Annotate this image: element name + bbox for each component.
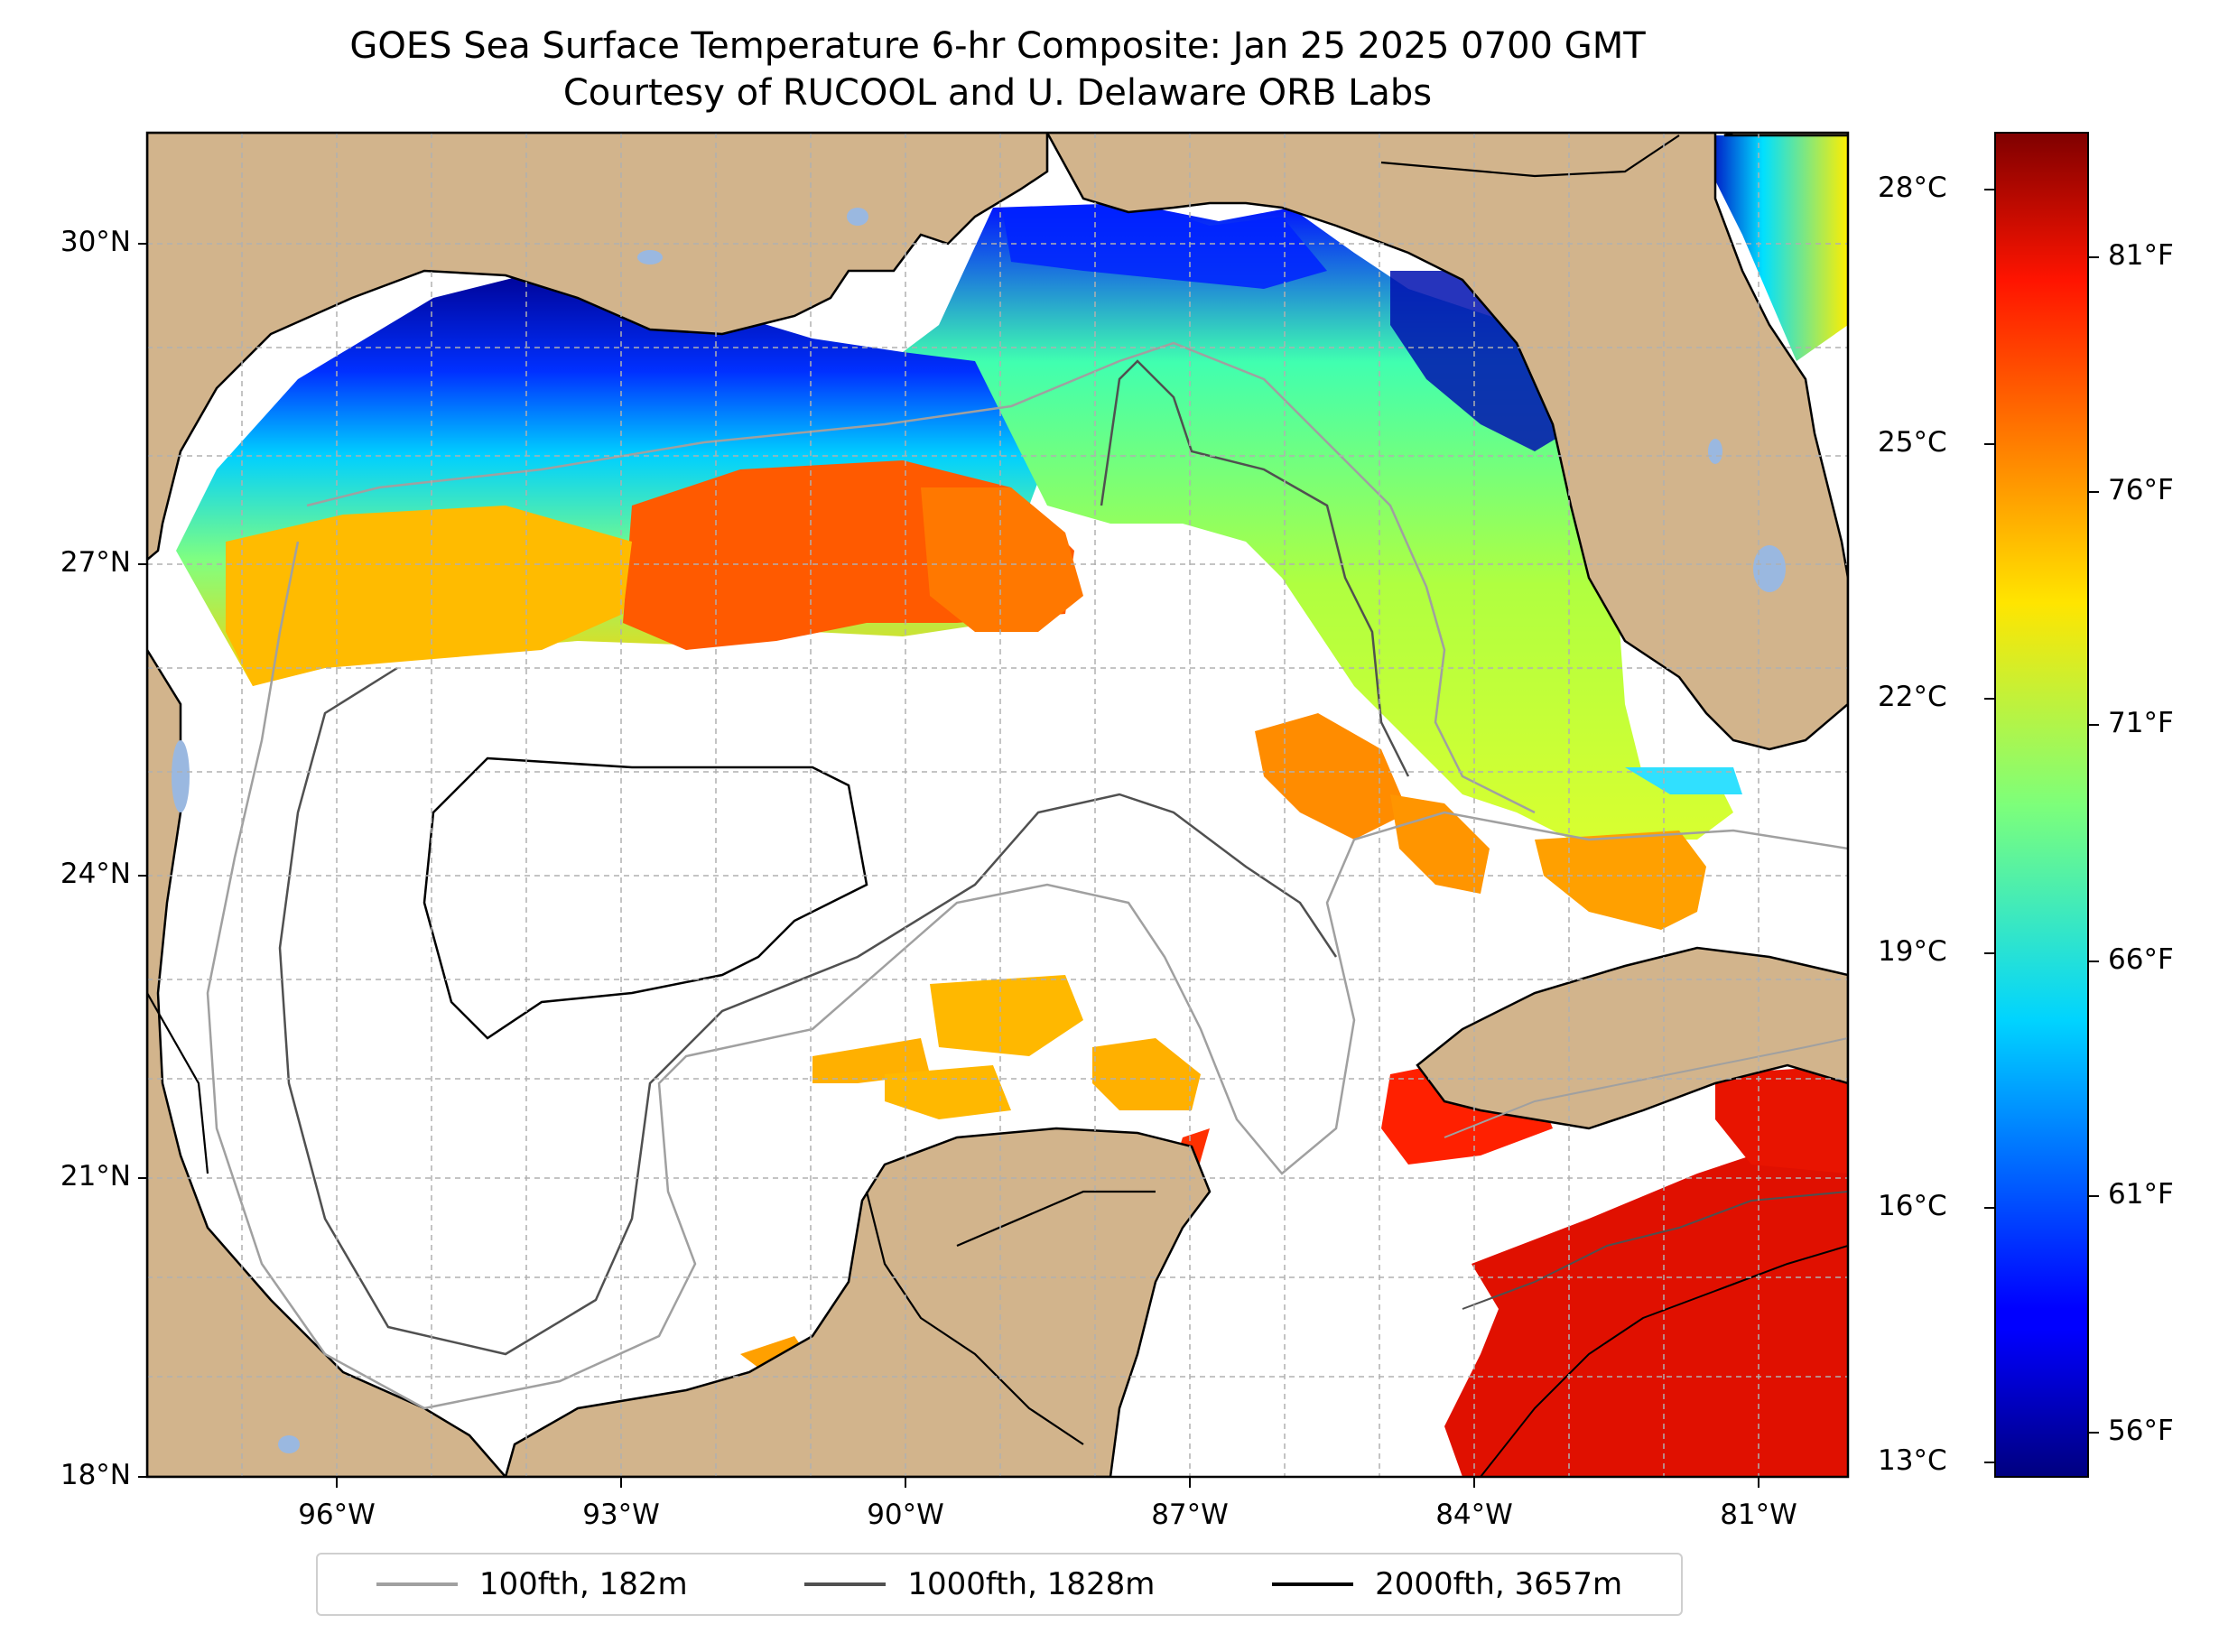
contour-100fth bbox=[206, 541, 1848, 1410]
lon-tick-label: 90°W bbox=[867, 1499, 944, 1531]
colorbar-fahrenheit-label: 56°F bbox=[2108, 1415, 2174, 1447]
legend-item-100fth: 100fth, 182m bbox=[376, 1566, 688, 1602]
lon-tick-label: 81°W bbox=[1720, 1499, 1797, 1531]
chart-subtitle: Courtesy of RUCOOL and U. Delaware ORB L… bbox=[562, 72, 1433, 114]
legend-line-swatch bbox=[376, 1582, 458, 1586]
colorbar-fahrenheit-label: 76°F bbox=[2108, 474, 2174, 506]
bathymetry-contours bbox=[206, 341, 1848, 1477]
legend-line-swatch bbox=[804, 1582, 887, 1586]
gridlines bbox=[147, 133, 1848, 1477]
lon-tick-label: 96°W bbox=[298, 1499, 376, 1531]
lat-tick-label: 30°N bbox=[60, 226, 131, 258]
lon-tick-label: 84°W bbox=[1435, 1499, 1513, 1531]
colorbar bbox=[1994, 132, 2089, 1478]
colorbar-fahrenheit-label: 81°F bbox=[2108, 239, 2174, 272]
chart-title: GOES Sea Surface Temperature 6-hr Compos… bbox=[349, 25, 1646, 67]
axis-ticks bbox=[138, 243, 1759, 1488]
contour-1000fth bbox=[278, 666, 1338, 1356]
colorbar-celsius-label: 25°C bbox=[1878, 426, 1947, 459]
lon-tick-label: 87°W bbox=[1151, 1499, 1229, 1531]
colorbar-celsius-label: 19°C bbox=[1878, 935, 1947, 968]
contour-2000fth bbox=[422, 756, 868, 1040]
lat-tick-label: 27°N bbox=[60, 546, 131, 579]
lat-tick-label: 21°N bbox=[60, 1160, 131, 1193]
lakes bbox=[172, 208, 1786, 1453]
colorbar-celsius-label: 16°C bbox=[1878, 1190, 1947, 1222]
political-borders bbox=[147, 133, 1680, 1445]
legend-item-2000fth: 2000fth, 3657m bbox=[1272, 1566, 1622, 1602]
legend-line-swatch bbox=[1272, 1582, 1354, 1586]
lat-tick-label: 24°N bbox=[60, 858, 131, 890]
lon-tick-label: 93°W bbox=[582, 1499, 660, 1531]
colorbar-fahrenheit-label: 71°F bbox=[2108, 707, 2174, 739]
map-frame bbox=[145, 131, 1850, 1479]
legend-label: 1000fth, 1828m bbox=[907, 1566, 1156, 1602]
colorbar-celsius-label: 13°C bbox=[1878, 1444, 1947, 1477]
contour-legend: 100fth, 182m 1000fth, 1828m 2000fth, 365… bbox=[316, 1553, 1683, 1616]
legend-label: 100fth, 182m bbox=[478, 1566, 688, 1602]
colorbar-fahrenheit-label: 66°F bbox=[2108, 943, 2174, 976]
land bbox=[147, 133, 1848, 1477]
colorbar-celsius-label: 22°C bbox=[1878, 681, 1947, 713]
lat-tick-label: 18°N bbox=[60, 1459, 131, 1491]
legend-item-1000fth: 1000fth, 1828m bbox=[804, 1566, 1155, 1602]
colorbar-celsius-label: 28°C bbox=[1878, 172, 1947, 204]
colorbar-fahrenheit-label: 61°F bbox=[2108, 1178, 2174, 1211]
legend-label: 2000fth, 3657m bbox=[1375, 1566, 1623, 1602]
colorbar-ticks bbox=[1984, 189, 2099, 1463]
